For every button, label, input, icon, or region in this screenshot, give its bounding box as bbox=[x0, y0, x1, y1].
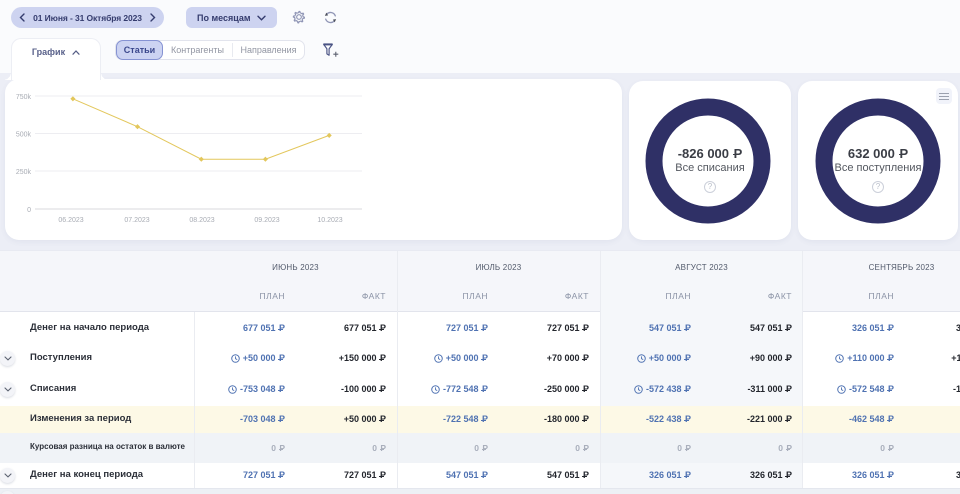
svg-text:08.2023: 08.2023 bbox=[189, 217, 214, 224]
svg-text:07.2023: 07.2023 bbox=[124, 217, 149, 224]
svg-text:09.2023: 09.2023 bbox=[254, 217, 279, 224]
svg-text:10.2023: 10.2023 bbox=[317, 217, 342, 224]
svg-text:750k: 750k bbox=[16, 94, 32, 101]
svg-text:06.2023: 06.2023 bbox=[58, 217, 83, 224]
svg-text:500k: 500k bbox=[16, 132, 32, 139]
svg-text:0: 0 bbox=[27, 207, 31, 214]
svg-text:250k: 250k bbox=[16, 169, 32, 176]
